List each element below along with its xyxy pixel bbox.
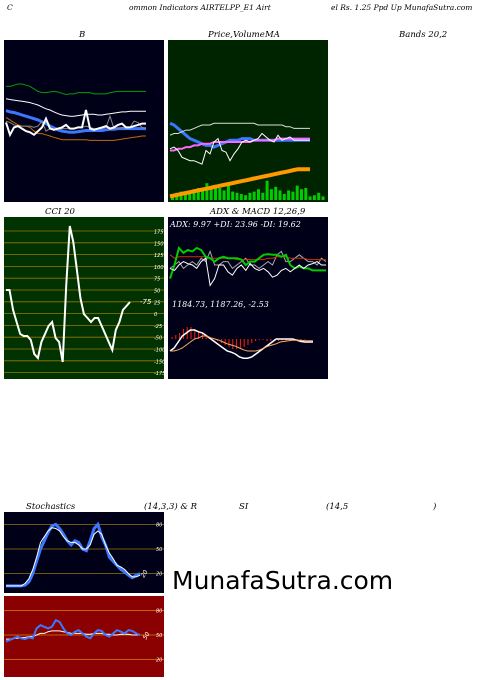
adx-macd-title: ADX & MACD 12,26,9 — [210, 207, 306, 217]
macd-line — [169, 329, 313, 359]
adx-values: ADX: 9.97 +DI: 23.96 -DI: 19.62 — [170, 220, 301, 229]
cci-tick-label: 150 — [154, 241, 164, 247]
volume-bar — [308, 196, 312, 200]
ma-short-line — [169, 121, 310, 149]
cci-tick-label: -175 — [154, 371, 164, 377]
plus-di-line — [169, 245, 326, 279]
stoch-tick-label: 80 — [156, 522, 162, 528]
rsi-title: SI — [239, 502, 249, 512]
cci-tick-label: 0 — [154, 312, 157, 318]
volume-bar — [214, 185, 217, 200]
stoch-last-value: 20 — [140, 569, 150, 579]
header-left: C — [7, 3, 13, 12]
ma-long-line — [169, 122, 310, 136]
volume-bar — [218, 188, 222, 200]
ma-title: MA — [265, 30, 280, 40]
cci-tick-label: -100 — [154, 348, 164, 354]
volume-bar — [205, 183, 209, 200]
stoch-tick-label: 20 — [156, 572, 162, 578]
volume-bar — [287, 190, 291, 200]
volume-bar — [304, 188, 308, 200]
adx-line — [169, 249, 327, 270]
volume-bar — [321, 196, 325, 200]
volume-bar — [239, 194, 243, 200]
rsi-close: ) — [433, 502, 437, 512]
volume-bar — [252, 191, 256, 200]
volume-bar — [201, 189, 205, 200]
cci-last-value: -75 — [140, 298, 152, 306]
volume-bar — [226, 183, 230, 200]
volume-bar — [209, 186, 213, 200]
header-middle: ommon Indicators AIRTELPP_E1 Airt — [129, 3, 271, 12]
stochastics-title: Stochastics — [26, 502, 76, 512]
macd-values: 1184.73, 1187.26, -2.53 — [172, 300, 269, 309]
cci-tick-label: -25 — [154, 324, 162, 330]
cci-tick-label: -50 — [154, 336, 162, 342]
rsi-last-value: 50 — [142, 631, 152, 641]
volume-bar — [222, 190, 226, 200]
cci-tick-label: 175 — [154, 230, 164, 236]
rsi-tick-label: 20 — [156, 658, 162, 664]
volume-bar — [192, 189, 196, 200]
minus-di-line — [169, 257, 326, 287]
volume-bar — [274, 186, 278, 200]
macd-signal-line — [170, 335, 313, 352]
cci-tick-label: 100 — [154, 265, 164, 271]
volume-bar — [282, 194, 286, 200]
rsi-tick-label: 80 — [156, 608, 162, 614]
volume-title: Volume — [233, 30, 265, 40]
volume-bar — [231, 191, 235, 200]
bands-params: Bands 20,2 — [399, 30, 448, 40]
bands-title: B — [79, 30, 86, 40]
middle-band-line — [5, 98, 146, 117]
macd-panel — [168, 299, 328, 379]
volume-bar — [235, 192, 239, 200]
volume-bar — [248, 192, 252, 200]
stochastics-panel: 80 50 20 20 — [4, 512, 164, 593]
cci-title: CCI 20 — [45, 207, 75, 217]
price-line — [5, 109, 146, 138]
volume-bar — [244, 195, 248, 200]
adx-signal-line — [169, 254, 326, 261]
price-ma-panel — [168, 40, 328, 202]
volume-bar — [269, 189, 273, 200]
price-title: Price, — [208, 30, 233, 40]
volume-bar — [265, 180, 269, 200]
cci-tick-label: 125 — [154, 253, 164, 259]
rsi-panel: 80 50 20 50 — [4, 596, 164, 677]
cci-tick-label: -150 — [154, 359, 164, 365]
volume-bar — [278, 190, 282, 200]
watermark: MunafaSutra.com — [172, 566, 394, 595]
volume-bar — [183, 192, 187, 200]
volume-bar — [312, 195, 316, 200]
volume-bar — [317, 192, 321, 200]
ma-line — [5, 109, 146, 134]
volume-bar — [291, 191, 295, 200]
upper-band-line — [6, 83, 146, 96]
volume-bar — [300, 189, 303, 200]
rsi-line — [5, 618, 141, 643]
stochastics-params: (14,3,3) & R — [144, 502, 198, 512]
price-line — [169, 132, 310, 165]
cci-tick-label: 75 — [154, 277, 160, 283]
rsi-params: (14,5 — [326, 502, 349, 512]
bollinger-panel — [4, 40, 164, 202]
rsi-tick-label: 50 — [156, 633, 162, 639]
volume-bar — [257, 189, 260, 200]
cci-line — [6, 225, 131, 363]
lower-band-line — [5, 116, 146, 141]
cci-tick-label: 25 — [154, 300, 160, 306]
volume-bar — [261, 192, 265, 200]
cci-panel: 175 150 125 100 75 50 25 0 -25 -50 -100 -150 -175 -7… — [4, 217, 164, 379]
stoch-d-line — [6, 527, 141, 587]
volume-bar — [196, 188, 200, 200]
header-right: el Rs. 1.25 Ppd Up MunafaSutra.com — [331, 3, 473, 12]
ma-200-line — [169, 167, 310, 199]
stoch-tick-label: 50 — [156, 547, 162, 553]
cci-tick-label: 50 — [154, 289, 160, 295]
adx-panel — [168, 217, 328, 299]
volume-bar — [295, 185, 299, 200]
volume-bar — [188, 190, 192, 200]
